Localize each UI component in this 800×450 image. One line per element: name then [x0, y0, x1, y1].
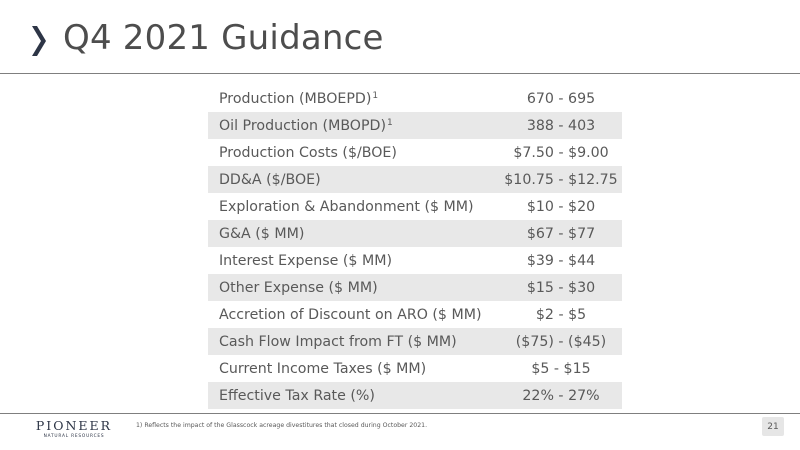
- row-value: 670 - 695: [526, 90, 596, 107]
- row-label: Production Costs ($/BOE): [219, 144, 397, 161]
- row-value: $39 - $44: [526, 252, 596, 269]
- table-row: Production (MBOEPD)1 670 - 695: [208, 85, 622, 112]
- company-logo: PIONEER NATURAL RESOURCES: [34, 418, 114, 440]
- row-label: Cash Flow Impact from FT ($ MM): [219, 333, 457, 350]
- row-label: Exploration & Abandonment ($ MM): [219, 198, 474, 215]
- table-row: Other Expense ($ MM) $15 - $30: [208, 274, 622, 301]
- row-label: Other Expense ($ MM): [219, 279, 378, 296]
- row-label: Oil Production (MBOPD)1: [219, 117, 393, 134]
- footnote-marker: 1: [372, 90, 379, 101]
- row-value: 22% - 27%: [522, 387, 600, 404]
- page-title: Q4 2021 Guidance: [63, 18, 384, 58]
- row-value: $5 - $15: [531, 360, 591, 377]
- row-value: $15 - $30: [526, 279, 596, 296]
- table-row: Cash Flow Impact from FT ($ MM) ($75) - …: [208, 328, 622, 355]
- row-value: ($75) - ($45): [515, 333, 607, 350]
- logo-wordmark: PIONEER: [35, 418, 113, 433]
- table-row: Exploration & Abandonment ($ MM) $10 - $…: [208, 193, 622, 220]
- row-label: Interest Expense ($ MM): [219, 252, 392, 269]
- table-row: Accretion of Discount on ARO ($ MM) $2 -…: [208, 301, 622, 328]
- row-value: $10.75 - $12.75: [504, 171, 618, 188]
- table-row: Interest Expense ($ MM) $39 - $44: [208, 247, 622, 274]
- table-row: Current Income Taxes ($ MM) $5 - $15: [208, 355, 622, 382]
- row-value: $7.50 - $9.00: [513, 144, 609, 161]
- table-row: DD&A ($/BOE) $10.75 - $12.75: [208, 166, 622, 193]
- row-value: $67 - $77: [526, 225, 596, 242]
- row-label: Production (MBOEPD)1: [219, 90, 379, 107]
- footer-divider: [0, 413, 800, 414]
- row-label: Effective Tax Rate (%): [219, 387, 375, 404]
- table-row: G&A ($ MM) $67 - $77: [208, 220, 622, 247]
- title-divider: [0, 73, 800, 74]
- logo-tagline: NATURAL RESOURCES: [43, 434, 105, 439]
- chevron-right-icon: [32, 26, 46, 56]
- footnote-marker: 1: [387, 117, 393, 128]
- row-label: Current Income Taxes ($ MM): [219, 360, 427, 377]
- row-value: $2 - $5: [535, 306, 587, 323]
- row-label: G&A ($ MM): [219, 225, 305, 242]
- footnote: 1) Reflects the impact of the Glasscock …: [136, 422, 428, 429]
- page-number: 21: [762, 417, 784, 436]
- row-value: 388 - 403: [526, 117, 596, 134]
- row-label: DD&A ($/BOE): [219, 171, 321, 188]
- row-label: Accretion of Discount on ARO ($ MM): [219, 306, 482, 323]
- table-row: Oil Production (MBOPD)1 388 - 403: [208, 112, 622, 139]
- guidance-table: Production (MBOEPD)1 670 - 695 Oil Produ…: [208, 85, 622, 409]
- row-value: $10 - $20: [526, 198, 596, 215]
- table-row: Production Costs ($/BOE) $7.50 - $9.00: [208, 139, 622, 166]
- table-row: Effective Tax Rate (%) 22% - 27%: [208, 382, 622, 409]
